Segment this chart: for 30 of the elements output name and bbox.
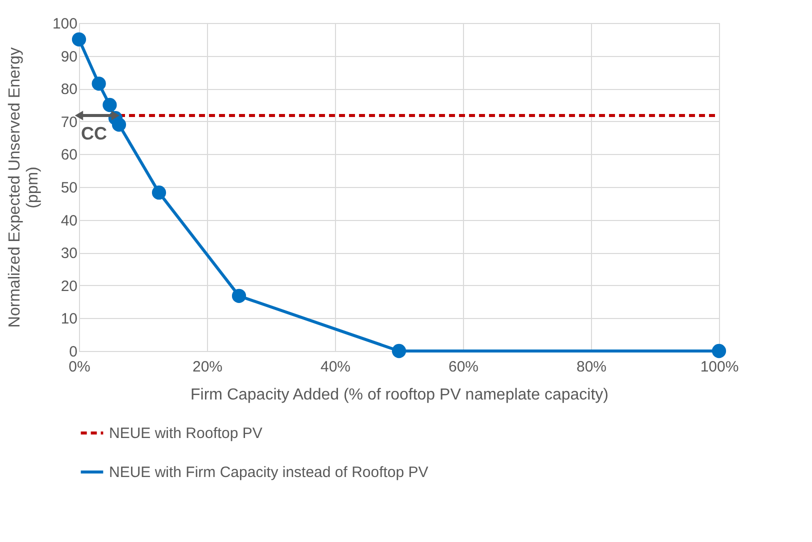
y-tick-label: 100 <box>52 16 78 32</box>
y-tick-label: 60 <box>60 146 78 164</box>
x-tick-label: 80% <box>576 358 607 376</box>
y-tick-label: 20 <box>60 278 78 295</box>
x-tick-label: 60% <box>448 358 479 376</box>
point <box>232 288 246 303</box>
x-tick-label: 100% <box>700 358 739 376</box>
point <box>152 186 166 200</box>
y-tick-label: 80 <box>60 81 78 98</box>
point <box>712 344 726 358</box>
legend-label: NEUE with Rooftop PV <box>109 425 262 442</box>
point <box>102 98 117 112</box>
point <box>72 32 86 46</box>
x-tick-label: 0% <box>68 358 90 376</box>
x-axis-title: Firm Capacity Added (% of rooftop PV nameplate capacity) <box>190 386 608 404</box>
x-tick-label: 20% <box>192 358 223 376</box>
y-tick-label: 70 <box>60 114 78 131</box>
y-tick-label: 10 <box>60 310 78 328</box>
legend-label: NEUE with Firm Capacity instead of Rooftop PV <box>109 464 428 481</box>
y-tick-label: 0 <box>69 344 78 360</box>
point <box>112 118 126 132</box>
y-axis-title: Normalized Expected Unserved Energy (ppm) <box>6 47 42 328</box>
y-tick-label: 40 <box>60 212 78 230</box>
y-tick-label: 30 <box>60 245 78 262</box>
point <box>92 76 106 91</box>
y-tick-label: 50 <box>60 180 78 196</box>
annotation: CC <box>81 123 107 144</box>
point <box>392 344 406 358</box>
x-tick-label: 40% <box>320 358 351 376</box>
y-tick-label: 90 <box>60 48 78 66</box>
